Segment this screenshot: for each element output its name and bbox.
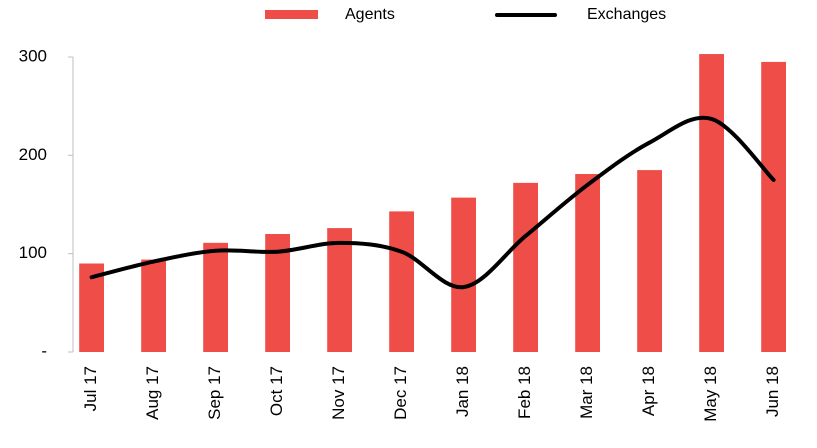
x-tick-label: May 18 bbox=[701, 366, 720, 422]
x-tick-label: Dec 17 bbox=[391, 366, 410, 420]
y-tick-label: 100 bbox=[19, 243, 47, 262]
x-tick-label: Aug 17 bbox=[143, 366, 162, 420]
x-tick-label: Jul 17 bbox=[81, 366, 100, 411]
bar bbox=[637, 170, 662, 352]
x-tick-label: Jan 18 bbox=[453, 366, 472, 417]
bar bbox=[141, 259, 166, 352]
x-tick-label: Sep 17 bbox=[205, 366, 224, 420]
bar bbox=[327, 228, 352, 352]
legend-label: Exchanges bbox=[587, 6, 666, 23]
x-tick-label: Nov 17 bbox=[329, 366, 348, 420]
bar bbox=[513, 182, 538, 352]
bar bbox=[203, 242, 228, 352]
x-tick-label: Apr 18 bbox=[639, 366, 658, 416]
bar bbox=[389, 211, 414, 352]
y-tick-label: 300 bbox=[19, 46, 47, 65]
x-tick-label: Mar 18 bbox=[577, 366, 596, 419]
bar bbox=[761, 61, 786, 353]
bar bbox=[451, 197, 476, 352]
legend-swatch bbox=[265, 10, 318, 19]
line bbox=[89, 115, 776, 290]
x-tick-label: Oct 17 bbox=[267, 366, 286, 416]
x-tick-label: Jun 18 bbox=[763, 366, 782, 417]
bar bbox=[575, 174, 600, 352]
bar bbox=[699, 54, 724, 353]
x-tick-label: Feb 18 bbox=[515, 366, 534, 419]
y-tick-label: 200 bbox=[19, 145, 47, 164]
y-tick-label: - bbox=[41, 341, 47, 360]
legend-label: Agents bbox=[345, 6, 395, 23]
